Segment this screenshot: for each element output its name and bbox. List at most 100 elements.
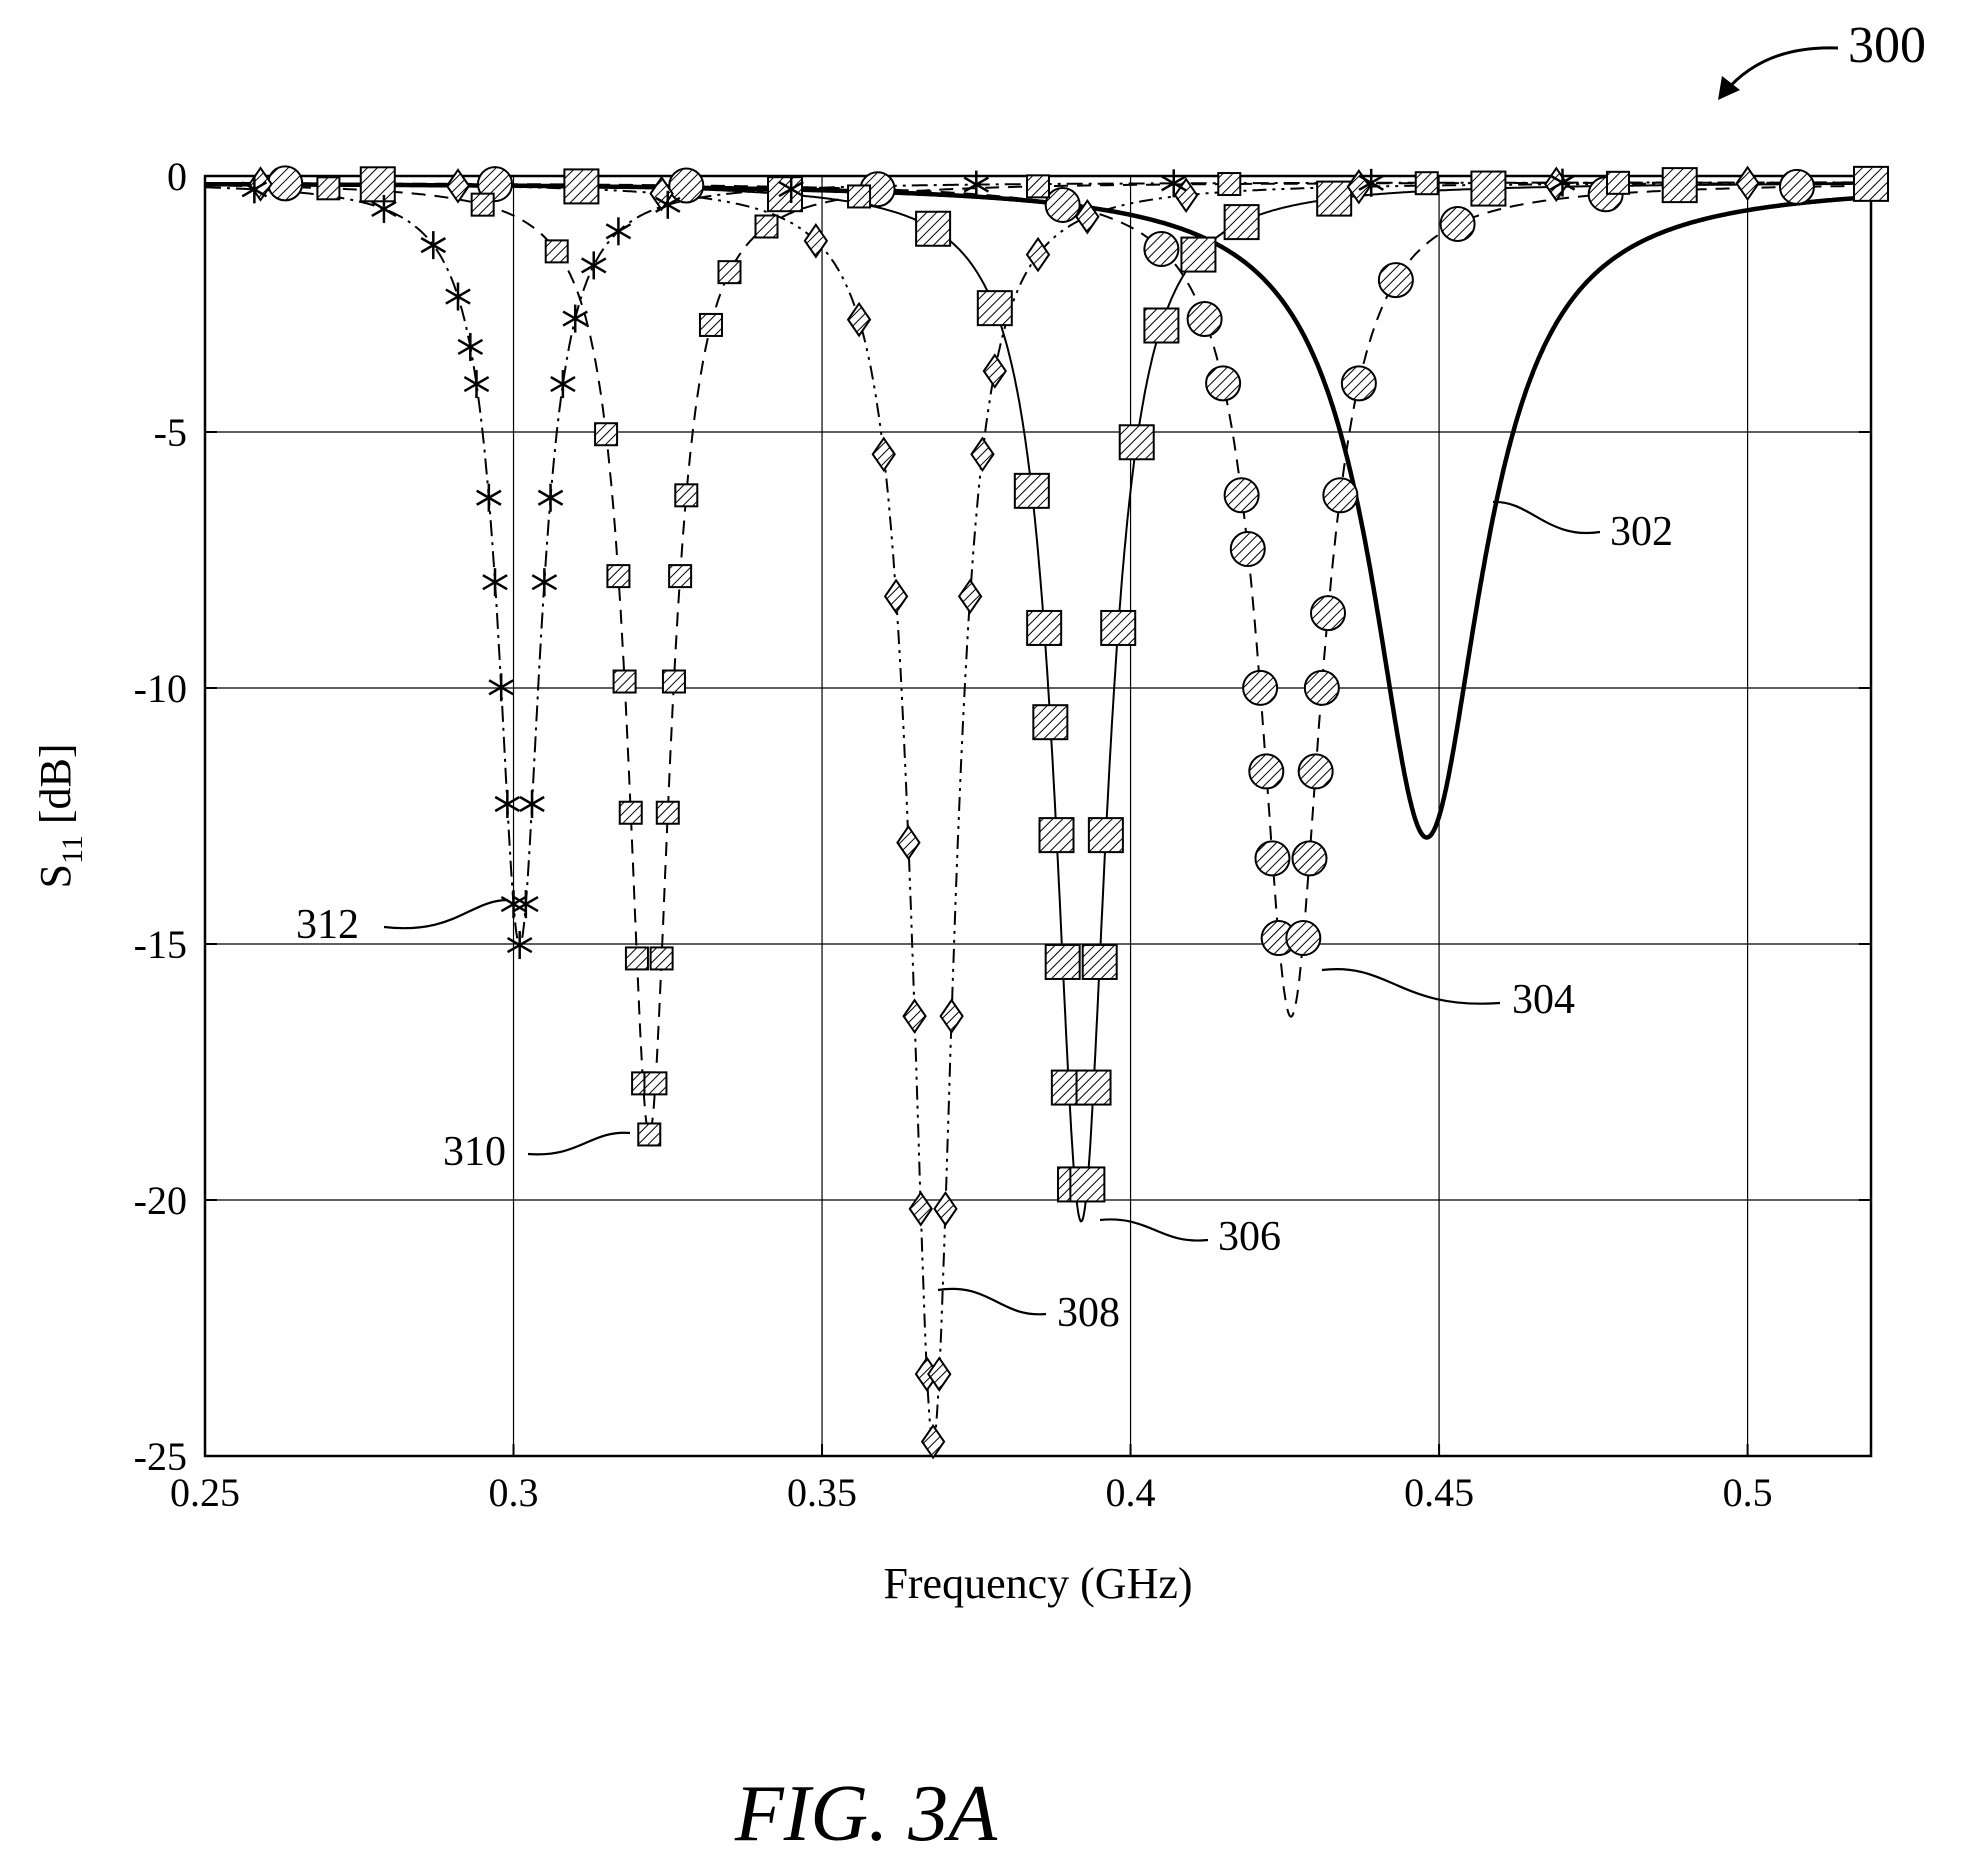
marker-306 [1223, 204, 1260, 241]
marker-304 [1297, 753, 1334, 790]
marker-310 [847, 184, 872, 209]
marker-306 [359, 166, 396, 203]
marker-308 [871, 436, 896, 473]
marker-304 [1242, 669, 1279, 706]
curve-306 [205, 182, 1871, 1223]
reference-label-308: 308 [1057, 1290, 1120, 1336]
marker-304 [668, 167, 705, 204]
marker-312 [500, 890, 527, 919]
marker-312 [519, 790, 545, 819]
x-tick-label: 0.5 [1723, 1470, 1773, 1515]
marker-308 [982, 353, 1008, 389]
marker-306 [915, 210, 952, 247]
marker-304 [1322, 477, 1359, 514]
marker-308 [445, 168, 471, 204]
marker-312 [445, 282, 471, 311]
marker-304 [1291, 840, 1328, 877]
marker-304 [267, 165, 304, 202]
marker-306 [976, 290, 1013, 327]
marker-312 [605, 217, 632, 246]
x-tick-label: 0.4 [1106, 1470, 1156, 1515]
marker-312 [457, 332, 484, 361]
marker-308 [939, 998, 964, 1034]
figure-caption: FIG. 3A [734, 1770, 998, 1858]
marker-312 [550, 370, 576, 399]
reference-label-306: 306 [1218, 1214, 1281, 1260]
marker-312 [562, 304, 588, 333]
marker-304 [1310, 595, 1347, 632]
leader-line-310 [527, 1131, 631, 1156]
marker-304 [1143, 231, 1180, 268]
marker-306 [563, 168, 600, 205]
marker-312 [963, 170, 990, 199]
leader-line-312 [383, 898, 509, 930]
marker-310 [674, 483, 699, 508]
marker-312 [1549, 168, 1576, 197]
marker-308 [970, 436, 995, 473]
marker-304 [1248, 753, 1285, 790]
marker-308 [933, 1191, 958, 1227]
marker-312 [476, 483, 502, 512]
grid-lines [205, 176, 1871, 1456]
marker-312 [513, 890, 539, 919]
marker-304 [1044, 186, 1081, 223]
y-tick-label: -25 [134, 1434, 187, 1479]
marker-312 [482, 568, 508, 597]
marker-306 [1013, 472, 1050, 509]
marker-312 [1358, 168, 1384, 197]
leader-line-308 [937, 1287, 1047, 1316]
reference-label-312: 312 [296, 902, 359, 948]
y-axis-label-main: S [31, 864, 80, 888]
figure-number-arrowhead [1718, 76, 1740, 100]
marker-306 [1470, 170, 1507, 207]
y-tick-label: -5 [154, 410, 187, 455]
marker-306 [1100, 609, 1137, 646]
marker-304 [1285, 920, 1322, 957]
marker-308 [1735, 165, 1760, 202]
marker-304 [1439, 205, 1476, 242]
curve-304 [205, 182, 1871, 1018]
marker-310 [544, 239, 569, 264]
marker-306 [1069, 1166, 1106, 1203]
marker-304 [1340, 365, 1377, 402]
marker-304 [477, 166, 514, 203]
reference-label-304: 304 [1512, 977, 1575, 1023]
marker-312 [494, 790, 521, 819]
marker-308 [1075, 198, 1100, 235]
marker-310 [649, 946, 674, 971]
marker-306 [1180, 236, 1217, 273]
marker-304 [1377, 262, 1414, 299]
y-tick-label: -15 [134, 922, 187, 967]
marker-312 [531, 568, 558, 597]
y-tick-label: -10 [134, 666, 187, 711]
marker-308 [248, 166, 273, 202]
reference-label-310: 310 [443, 1129, 506, 1175]
marker-312 [241, 175, 268, 204]
reference-annotations: 302 304 306 308 310 312 [296, 500, 1673, 1336]
marker-306 [1032, 704, 1069, 741]
marker-310 [717, 260, 742, 285]
marker-310 [643, 1071, 668, 1096]
marker-312 [506, 931, 533, 960]
marker-310 [612, 669, 637, 694]
marker-308 [908, 1191, 933, 1227]
marker-304 [1229, 531, 1266, 568]
marker-312 [371, 194, 397, 223]
marker-310 [668, 564, 693, 589]
plot-frame [203, 174, 1873, 1458]
marker-310 [1414, 171, 1439, 196]
marker-304 [1223, 477, 1260, 514]
marker-310 [606, 564, 631, 589]
marker-308 [957, 578, 983, 615]
marker-308 [902, 998, 927, 1034]
marker-304 [1254, 840, 1291, 877]
marker-310 [618, 800, 643, 825]
leader-line-304 [1321, 968, 1501, 1005]
curve-312 [205, 181, 1871, 947]
x-tick-label: 0.25 [170, 1470, 240, 1515]
marker-310 [1026, 174, 1050, 199]
marker-312 [580, 251, 607, 280]
leader-line-306 [1099, 1218, 1209, 1242]
marker-306 [767, 176, 804, 213]
